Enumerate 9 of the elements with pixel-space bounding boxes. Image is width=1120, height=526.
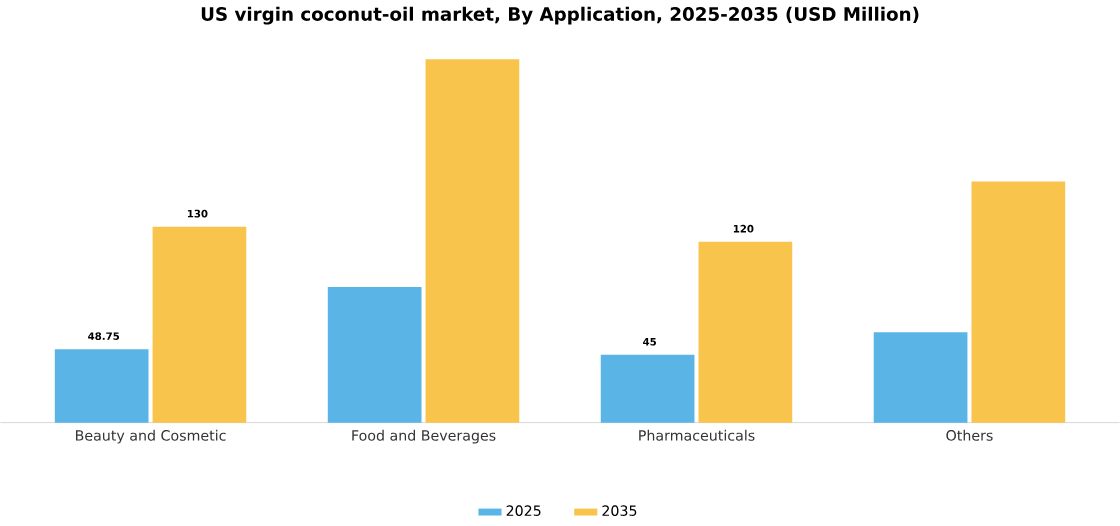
bar — [425, 58, 520, 423]
bar — [600, 354, 695, 423]
chart-title: US virgin coconut-oil market, By Application, 2025-2035 (USD Million) — [201, 6, 919, 25]
bar — [698, 241, 793, 423]
bar — [54, 348, 149, 423]
bar — [971, 180, 1066, 423]
bar — [873, 331, 968, 423]
bar — [327, 286, 422, 423]
bar — [152, 226, 247, 423]
